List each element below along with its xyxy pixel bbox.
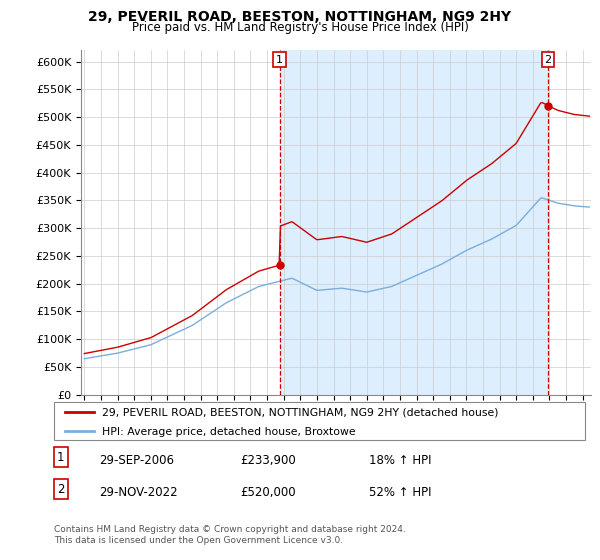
Text: 29, PEVERIL ROAD, BEESTON, NOTTINGHAM, NG9 2HY (detached house): 29, PEVERIL ROAD, BEESTON, NOTTINGHAM, N… — [102, 408, 498, 418]
Text: £233,900: £233,900 — [240, 454, 296, 466]
Text: 29-NOV-2022: 29-NOV-2022 — [99, 486, 178, 498]
Text: 1: 1 — [276, 54, 283, 64]
Bar — [280, 50, 548, 395]
Text: HPI: Average price, detached house, Broxtowe: HPI: Average price, detached house, Brox… — [102, 427, 355, 437]
Text: 52% ↑ HPI: 52% ↑ HPI — [369, 486, 431, 498]
Text: 2: 2 — [57, 483, 65, 496]
Text: 18% ↑ HPI: 18% ↑ HPI — [369, 454, 431, 466]
Text: £520,000: £520,000 — [240, 486, 296, 498]
Text: 1: 1 — [57, 451, 65, 464]
FancyBboxPatch shape — [54, 402, 585, 440]
Text: 2: 2 — [545, 54, 551, 64]
Text: Price paid vs. HM Land Registry's House Price Index (HPI): Price paid vs. HM Land Registry's House … — [131, 21, 469, 34]
Text: 29-SEP-2006: 29-SEP-2006 — [99, 454, 174, 466]
Text: 29, PEVERIL ROAD, BEESTON, NOTTINGHAM, NG9 2HY: 29, PEVERIL ROAD, BEESTON, NOTTINGHAM, N… — [88, 10, 512, 24]
Text: Contains HM Land Registry data © Crown copyright and database right 2024.
This d: Contains HM Land Registry data © Crown c… — [54, 525, 406, 545]
